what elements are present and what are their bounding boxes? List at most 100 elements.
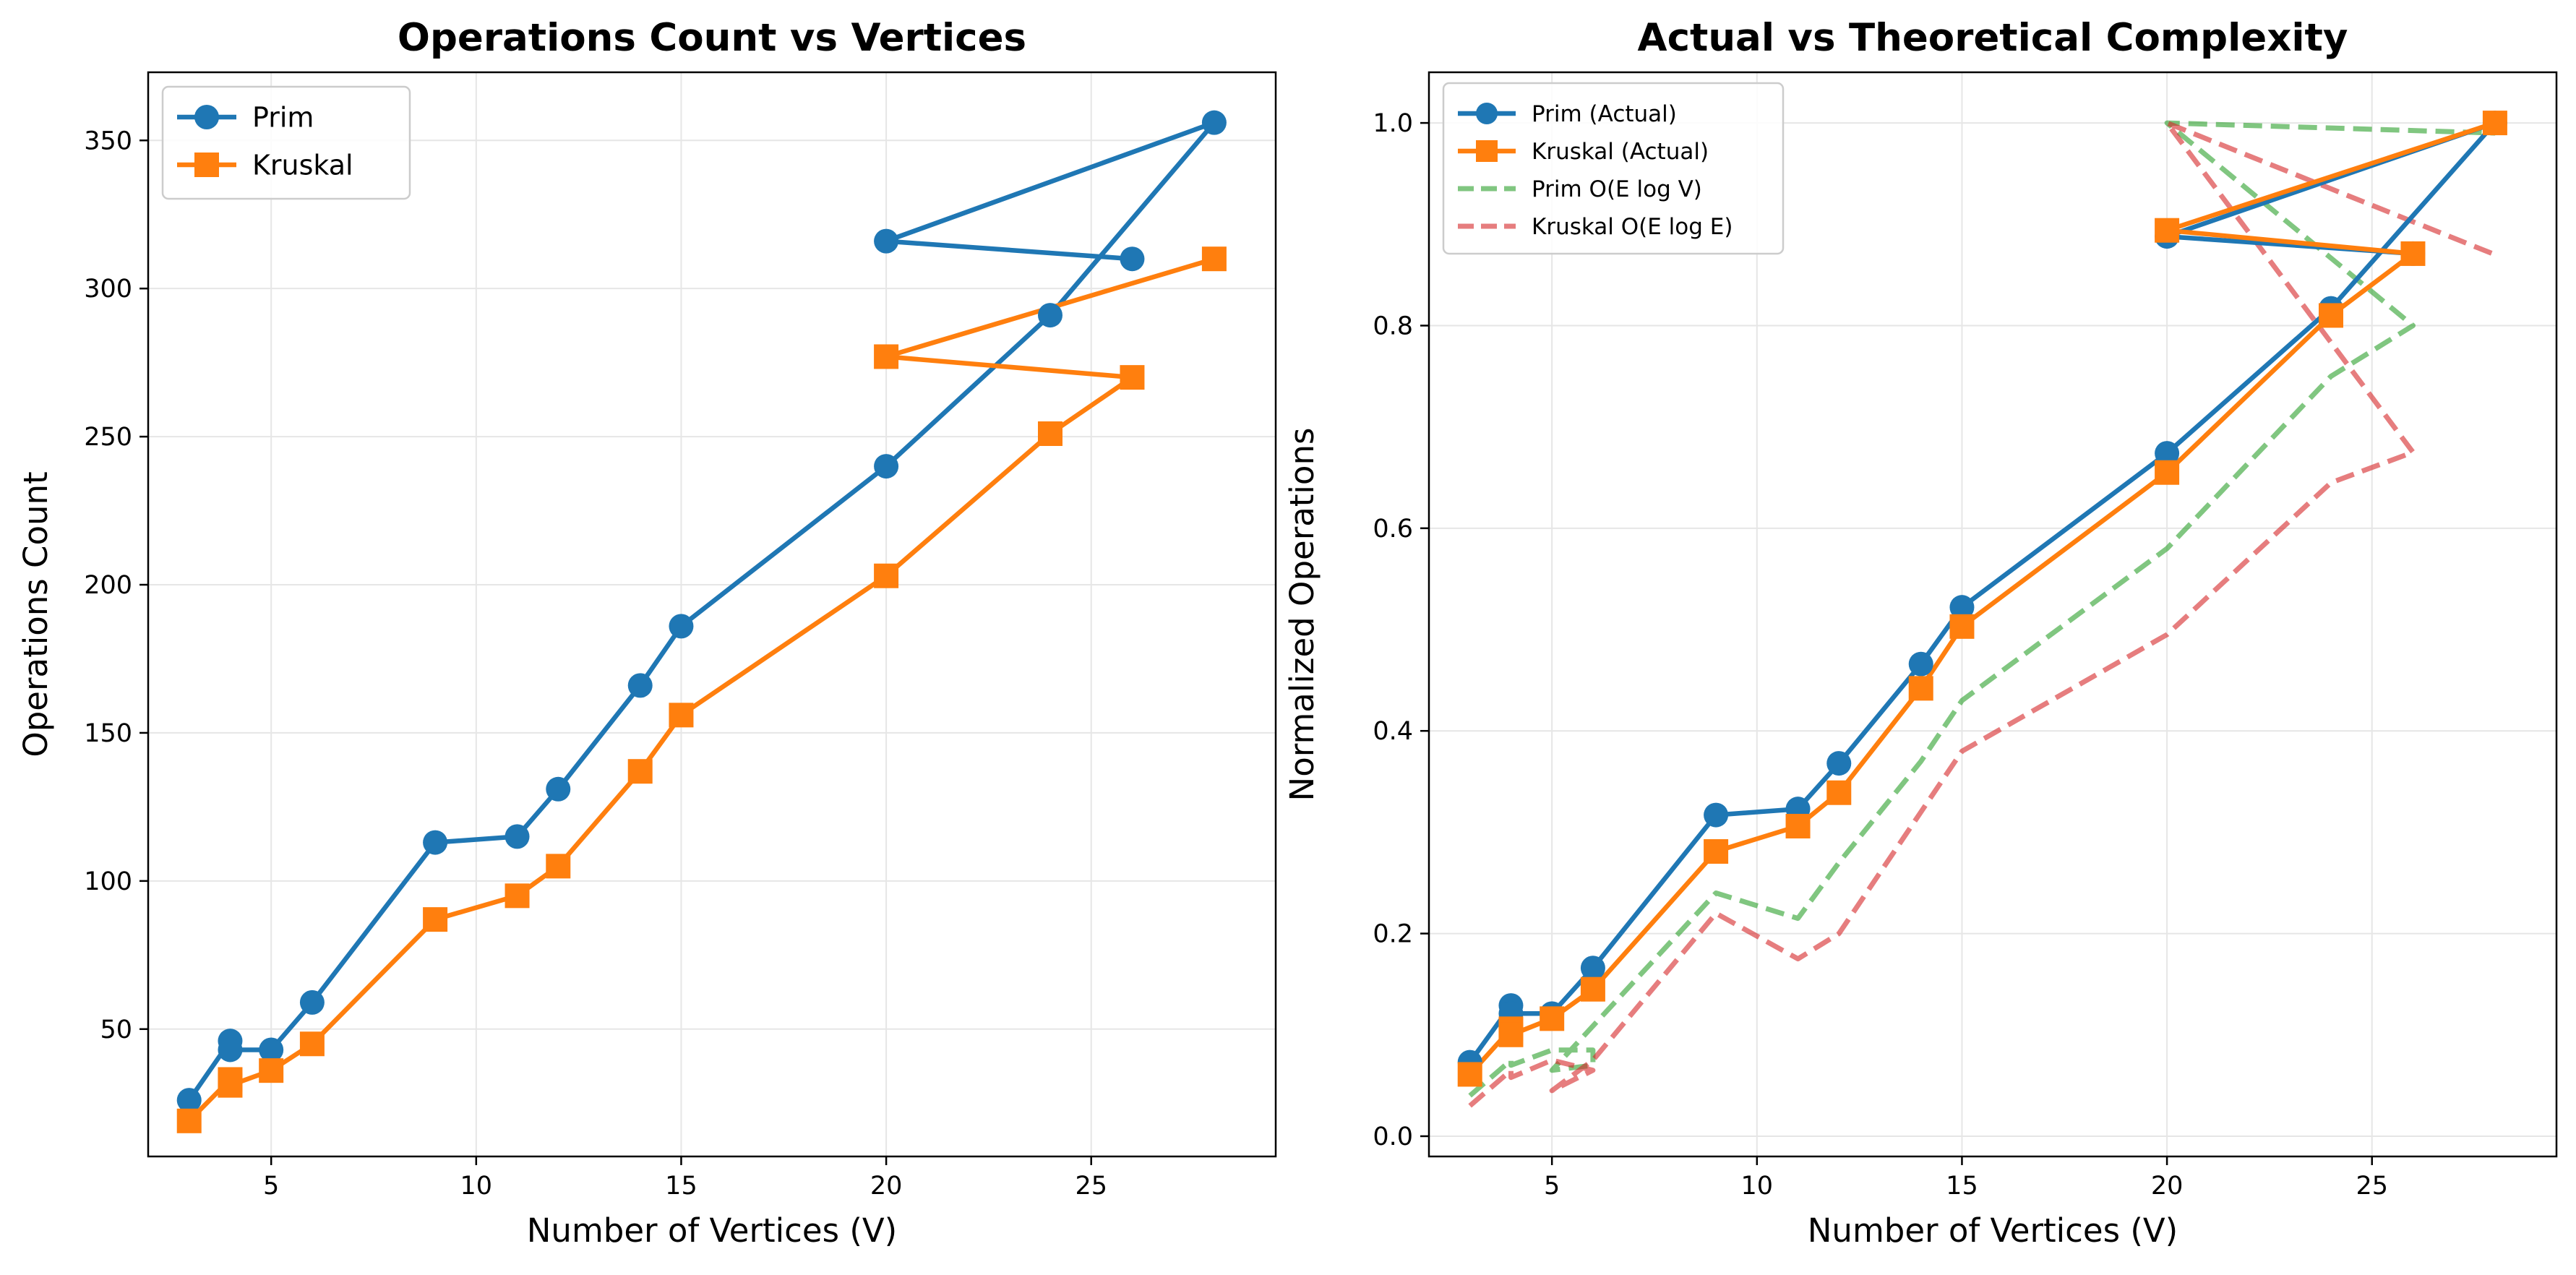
data-point-kruskal-actual	[2155, 218, 2180, 243]
data-point-kruskal	[669, 703, 694, 728]
data-point-prim-actual	[1949, 595, 1975, 620]
legend-marker-prim	[194, 105, 219, 129]
data-point-kruskal	[874, 563, 899, 588]
data-point-prim-actual	[1826, 751, 1852, 776]
data-point-kruskal	[627, 759, 653, 784]
legend-label-prim-o-e-log-v: Prim O(E log V)	[1532, 176, 1702, 202]
data-point-kruskal	[1038, 421, 1062, 446]
data-point-kruskal-actual	[1826, 780, 1852, 805]
data-point-kruskal	[299, 1031, 325, 1057]
chart-title: Operations Count vs Vertices	[398, 16, 1026, 60]
y-tick-label: 200	[84, 571, 132, 600]
x-tick-label: 10	[1741, 1172, 1774, 1201]
series-line-kruskal	[186, 256, 1217, 1124]
data-point-kruskal-actual	[1580, 976, 1605, 1002]
data-point-kruskal	[218, 1073, 243, 1098]
series-group	[1457, 111, 2507, 1108]
data-point-prim-actual	[1908, 651, 1933, 677]
data-point-kruskal-actual	[1908, 676, 1933, 701]
x-axis-label: Number of Vertices (V)	[527, 1211, 897, 1250]
series-group	[176, 110, 1227, 1133]
data-point-kruskal-actual	[1498, 1022, 1524, 1047]
data-point-kruskal-actual	[1457, 1062, 1482, 1087]
x-tick-label: 20	[870, 1172, 903, 1201]
data-point-prim	[505, 824, 530, 849]
y-tick-label: 0.6	[1373, 515, 1413, 544]
data-point-prim	[1120, 246, 1145, 272]
x-tick-label: 20	[2151, 1172, 2184, 1201]
data-point-prim	[1038, 303, 1062, 328]
x-tick-label: 25	[2356, 1172, 2388, 1201]
x-axis-label: Number of Vertices (V)	[1808, 1211, 2178, 1250]
legend-marker-prim-actual	[1476, 103, 1498, 124]
data-point-prim	[259, 1037, 284, 1062]
y-tick-label: 0.2	[1373, 920, 1413, 949]
data-point-kruskal-actual	[2400, 241, 2426, 266]
data-point-kruskal-actual	[2155, 460, 2180, 485]
x-tick-label: 15	[1946, 1172, 1978, 1201]
data-point-prim	[627, 673, 653, 698]
x-tick-label: 10	[460, 1172, 493, 1201]
data-point-kruskal	[546, 854, 571, 879]
legend-label-kruskal: Kruskal	[252, 150, 353, 181]
data-point-kruskal-actual	[1949, 614, 1975, 639]
legend: Prim (Actual) Kruskal (Actual) Prim O(E lo…	[1442, 82, 1785, 255]
data-point-prim-actual	[2155, 441, 2180, 466]
y-tick-label: 0.4	[1373, 717, 1413, 746]
data-point-prim	[874, 228, 899, 254]
data-point-kruskal-actual	[1704, 839, 1729, 864]
y-tick-label: 50	[100, 1016, 132, 1044]
y-tick-label: 250	[84, 423, 132, 452]
data-point-prim-actual	[1580, 956, 1605, 981]
plot-frame	[1427, 71, 2558, 1158]
data-point-prim	[176, 1088, 202, 1113]
series-line-kruskal-o-e-log-e	[1468, 120, 2496, 1108]
data-point-prim	[546, 776, 571, 802]
data-point-prim	[1201, 110, 1227, 135]
data-point-kruskal	[176, 1108, 202, 1133]
data-point-kruskal-actual	[2482, 111, 2507, 136]
chart-operations-count: 5 10 15 20 25 50 100 150 200 250 300 350 Operations …	[17, 16, 1277, 1250]
legend-label-prim: Prim	[252, 102, 314, 134]
y-axis-label: Operations Count	[17, 471, 55, 757]
plot-frame	[147, 71, 1277, 1158]
chart-actual-vs-theoretical: 5 10 15 20 25 0.0 0.2 0.4 0.6 0.8 1.0 Actual vs The…	[1283, 16, 2558, 1250]
y-tick-label: 0.8	[1373, 312, 1413, 340]
legend-label-kruskal-actual: Kruskal (Actual)	[1532, 139, 1709, 165]
legend-label-kruskal-o-e-log-e: Kruskal O(E log E)	[1532, 214, 1733, 240]
data-point-prim-actual	[1704, 802, 1729, 828]
data-point-kruskal	[505, 883, 530, 909]
y-tick-label: 0.0	[1373, 1122, 1413, 1151]
y-tick-label: 350	[84, 126, 132, 155]
data-point-prim	[874, 454, 899, 479]
x-tick-label: 15	[665, 1172, 697, 1201]
data-point-prim	[299, 989, 325, 1015]
data-point-prim	[218, 1037, 243, 1062]
legend-box	[1442, 82, 1785, 255]
data-point-prim	[669, 614, 694, 639]
legend-marker-kruskal	[194, 153, 219, 177]
legend-label-prim-actual: Prim (Actual)	[1532, 101, 1677, 127]
data-point-kruskal	[423, 907, 448, 932]
data-point-kruskal-actual	[2319, 303, 2343, 328]
data-point-kruskal	[874, 344, 899, 369]
data-point-kruskal	[1201, 246, 1227, 272]
data-point-kruskal	[259, 1058, 284, 1083]
y-tick-label: 300	[84, 275, 132, 304]
legend: Prim Kruskal	[161, 85, 411, 200]
y-tick-label: 150	[84, 719, 132, 748]
x-tick-label: 5	[263, 1172, 279, 1201]
y-tick-label: 100	[84, 867, 132, 896]
x-tick-label: 25	[1075, 1172, 1107, 1201]
chart-title: Actual vs Theoretical Complexity	[1638, 16, 2348, 60]
data-point-kruskal-actual	[1540, 1006, 1565, 1031]
legend-marker-kruskal-actual	[1476, 140, 1498, 162]
x-tick-label: 5	[1544, 1172, 1560, 1201]
data-point-kruskal-actual	[1785, 813, 1811, 838]
y-axis-label: Normalized Operations	[1283, 428, 1321, 802]
data-point-prim	[423, 830, 448, 855]
y-tick-label: 1.0	[1373, 109, 1413, 138]
series-line-prim	[186, 120, 1217, 1103]
tick-labels: 5 10 15 20 25 0.0 0.2 0.4 0.6 0.8 1.0	[1373, 109, 2388, 1201]
